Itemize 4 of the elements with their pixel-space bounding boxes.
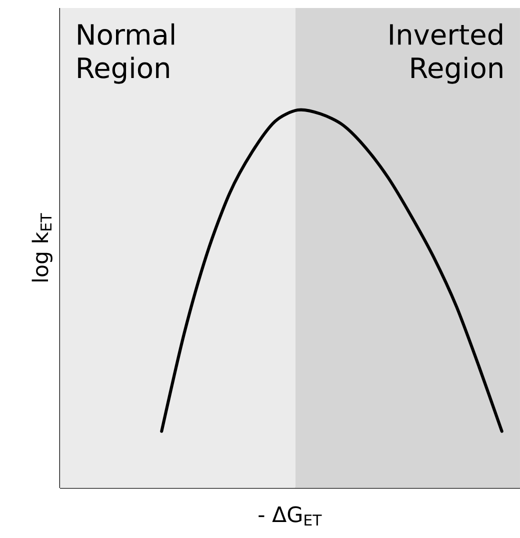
text: Normal Region [78, 23, 174, 84]
text: Inverted Region [390, 23, 502, 84]
y-axis-title: log k$_{ET}$ [32, 213, 52, 282]
x-axis-title: - ΔG$_{ET}$ [258, 506, 322, 526]
